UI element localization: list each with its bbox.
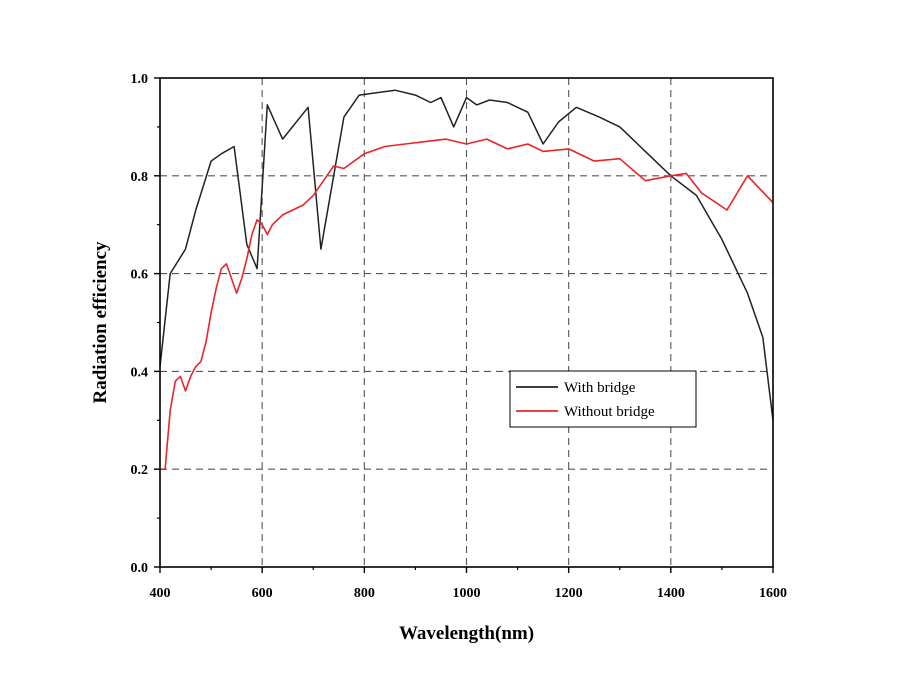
x-tick-label: 800 [354, 586, 375, 601]
x-tick-label: 1200 [555, 586, 583, 601]
y-tick-label: 0.4 [131, 365, 149, 380]
ticks: 400 600 800 1000 1200 1400 1600 0.0 0.2 0.4 0.6 0.8… [131, 72, 788, 601]
y-tick-label: 0.8 [131, 170, 149, 185]
x-tick-label: 400 [150, 586, 171, 601]
series-line-without-bridge [160, 138, 774, 471]
y-tick-label: 1.0 [131, 72, 149, 87]
legend: With bridge Without bridge [509, 370, 697, 428]
grid [160, 78, 773, 567]
y-axis-title: Radiation efficiency [90, 241, 111, 404]
x-tick-label: 1600 [759, 586, 787, 601]
x-axis-title: Wavelength(nm) [399, 623, 534, 644]
series-line-with-bridge [159, 89, 774, 421]
y-tick-label: 0.6 [131, 268, 149, 283]
legend-label: Without bridge [564, 404, 655, 420]
legend-label: With bridge [564, 380, 636, 396]
x-tick-label: 1400 [657, 586, 685, 601]
series-group [159, 89, 774, 471]
legend-box [509, 370, 697, 428]
x-tick-label: 1000 [453, 586, 481, 601]
y-tick-label: 0.2 [131, 463, 149, 478]
y-tick-label: 0.0 [131, 561, 149, 576]
x-tick-label: 600 [252, 586, 273, 601]
